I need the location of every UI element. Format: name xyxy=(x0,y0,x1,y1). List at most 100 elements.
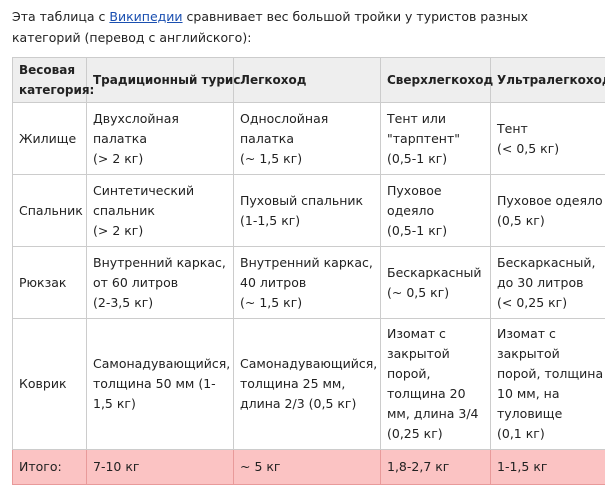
cell: Жилище xyxy=(12,102,87,175)
cell-line: Двухслойная xyxy=(93,110,179,126)
cell-line: (< 0,25 кг) xyxy=(497,294,568,310)
cell-line: Синтетический xyxy=(93,182,195,198)
cell-line: Самонадувающийся, xyxy=(93,356,231,371)
cell-line: Тент xyxy=(497,120,528,136)
cell: Изомат с закрытой порой, толщина 10 мм, на т… xyxy=(490,318,605,450)
cell-line: закрытой xyxy=(387,346,450,361)
intro: Эта таблица с Википедии сравнивает вес б… xyxy=(12,6,597,48)
cell-line: Внутренний каркас, xyxy=(240,254,373,270)
cell-line: туловище xyxy=(497,406,563,421)
cell-line: (0,5 кг) xyxy=(497,212,545,228)
table-row: Коврик Самонадувающийся, толщина 50 мм (1-… xyxy=(12,318,605,450)
cell-line: Бескаркасный, xyxy=(497,254,596,270)
cell-line: (> 2 кг) xyxy=(93,150,144,166)
cell-line: "тарптент" xyxy=(387,130,460,146)
cell: Тент или "тарптент" (0,5-1 кг) xyxy=(380,102,491,175)
header-cell: Ультралегкоход xyxy=(490,57,605,103)
cell-line: 7-10 кг xyxy=(93,459,140,474)
cell-line: (0,1 кг) xyxy=(497,426,545,441)
cell: 1,8-2,7 кг xyxy=(380,449,491,485)
weight-table: Весовая категория: Традиционный турис Легко… xyxy=(12,57,605,485)
cell-line: Сверхлегкоход xyxy=(387,73,494,87)
cell-line: Спальник xyxy=(19,202,83,218)
cell-line: Пуховое одеяло xyxy=(497,192,603,208)
cell-line: от 60 литров xyxy=(93,274,179,290)
cell-line: толщина 50 мм (1- xyxy=(93,376,216,391)
cell-line: палатка xyxy=(240,130,294,146)
cell-line: Тент или xyxy=(387,110,446,126)
cell: ~ 5 кг xyxy=(233,449,381,485)
cell-line: толщина 25 мм, xyxy=(240,376,346,391)
cell: Самонадувающийся, толщина 50 мм (1- 1,5 кг… xyxy=(86,318,234,450)
cell-line: Традиционный турис xyxy=(93,73,241,87)
cell-line: (0,25 кг) xyxy=(387,426,443,441)
cell-line: 1,8-2,7 кг xyxy=(387,459,450,474)
cell-line: порой, xyxy=(387,366,431,381)
wiki-link[interactable]: Википедии xyxy=(109,9,183,24)
cell-line: (~ 1,5 кг) xyxy=(240,150,303,166)
cell-line: толщина 20 xyxy=(387,386,466,401)
cell-line: Пуховый спальник xyxy=(240,192,364,208)
cell: Двухслойная палатка (> 2 кг) xyxy=(86,102,234,175)
cell: Коврик xyxy=(12,318,87,450)
cell: Пуховое одеяло (0,5 кг) xyxy=(490,174,605,247)
cell-line: Пуховое xyxy=(387,182,442,198)
cell-line: (~ 1,5 кг) xyxy=(240,294,303,310)
cell: Пуховое одеяло (0,5-1 кг) xyxy=(380,174,491,247)
cell: Итого: xyxy=(12,449,87,485)
table-row: Рюкзак Внутренний каркас, от 60 литров (2-3… xyxy=(12,246,605,319)
cell-line: Изомат с xyxy=(387,326,446,341)
cell: Бескаркасный, до 30 литров (< 0,25 кг) xyxy=(490,246,605,319)
cell: Бескаркасный (~ 0,5 кг) xyxy=(380,246,491,319)
cell-line: (0,5-1 кг) xyxy=(387,222,448,238)
cell: Изомат с закрытой порой, толщина 20 мм, длин… xyxy=(380,318,491,450)
cell-line: (0,5-1 кг) xyxy=(387,150,448,166)
cell: Спальник xyxy=(12,174,87,247)
cell: Однослойная палатка (~ 1,5 кг) xyxy=(233,102,381,175)
cell: Пуховый спальник (1-1,5 кг) xyxy=(233,174,381,247)
header-cell: Сверхлегкоход xyxy=(380,57,494,103)
header-cell: Легкоход xyxy=(233,57,381,103)
cell-line: Жилище xyxy=(19,130,77,146)
cell: 1-1,5 кг xyxy=(490,449,605,485)
cell-line: Самонадувающийся, xyxy=(240,356,378,371)
intro-text: Эта таблица с xyxy=(12,9,110,24)
cell-line: (1-1,5 кг) xyxy=(240,212,301,228)
intro-text: сравнивает вес большой тройки у туристов… xyxy=(12,9,528,45)
cell-line: ~ 5 кг xyxy=(240,459,281,474)
table-row: Итого: 7-10 кг ~ 5 кг 1,8-2,7 кг 1-1,5 кг xyxy=(12,449,605,485)
cell-line: длина 2/3 (0,5 кг) xyxy=(240,396,357,411)
cell-line: (2-3,5 кг) xyxy=(93,294,154,310)
cell: 7-10 кг xyxy=(86,449,234,485)
cell-line: категория: xyxy=(19,83,95,97)
cell-line: мм, длина 3/4 xyxy=(387,406,479,421)
cell: Синтетический спальник (> 2 кг) xyxy=(86,174,234,247)
cell-line: Однослойная xyxy=(240,110,329,126)
cell-line: Изомат с xyxy=(497,326,556,341)
cell: Рюкзак xyxy=(12,246,87,319)
cell: Внутренний каркас, 40 литров (~ 1,5 кг) xyxy=(233,246,381,319)
cell-line: 1,5 кг) xyxy=(93,396,136,411)
cell-line: спальник xyxy=(93,202,155,218)
cell-line: Коврик xyxy=(19,376,67,391)
cell-line: Весовая xyxy=(19,63,76,77)
cell-line: до 30 литров xyxy=(497,274,584,290)
cell-line: Итого: xyxy=(19,459,62,474)
cell-line: палатка xyxy=(93,130,147,146)
cell-line: Ультралегкоход xyxy=(497,73,605,87)
cell-line: закрытой xyxy=(497,346,560,361)
cell-line: (~ 0,5 кг) xyxy=(387,284,450,300)
cell-line: 10 мм, на xyxy=(497,386,560,401)
cell: Самонадувающийся, толщина 25 мм, длина 2/3… xyxy=(233,318,381,450)
cell-line: Бескаркасный xyxy=(387,264,482,280)
table-row: Весовая категория: Традиционный турис Легко… xyxy=(12,57,605,103)
cell-line: одеяло xyxy=(387,202,435,218)
cell-line: Внутренний каркас, xyxy=(93,254,226,270)
cell-line: (> 2 кг) xyxy=(93,222,144,238)
cell-line: (< 0,5 кг) xyxy=(497,140,560,156)
cell: Внутренний каркас, от 60 литров (2-3,5 кг) xyxy=(86,246,234,319)
cell-line: Легкоход xyxy=(240,73,307,87)
cell-line: 1-1,5 кг xyxy=(497,459,548,474)
cell-line: Рюкзак xyxy=(19,274,67,290)
